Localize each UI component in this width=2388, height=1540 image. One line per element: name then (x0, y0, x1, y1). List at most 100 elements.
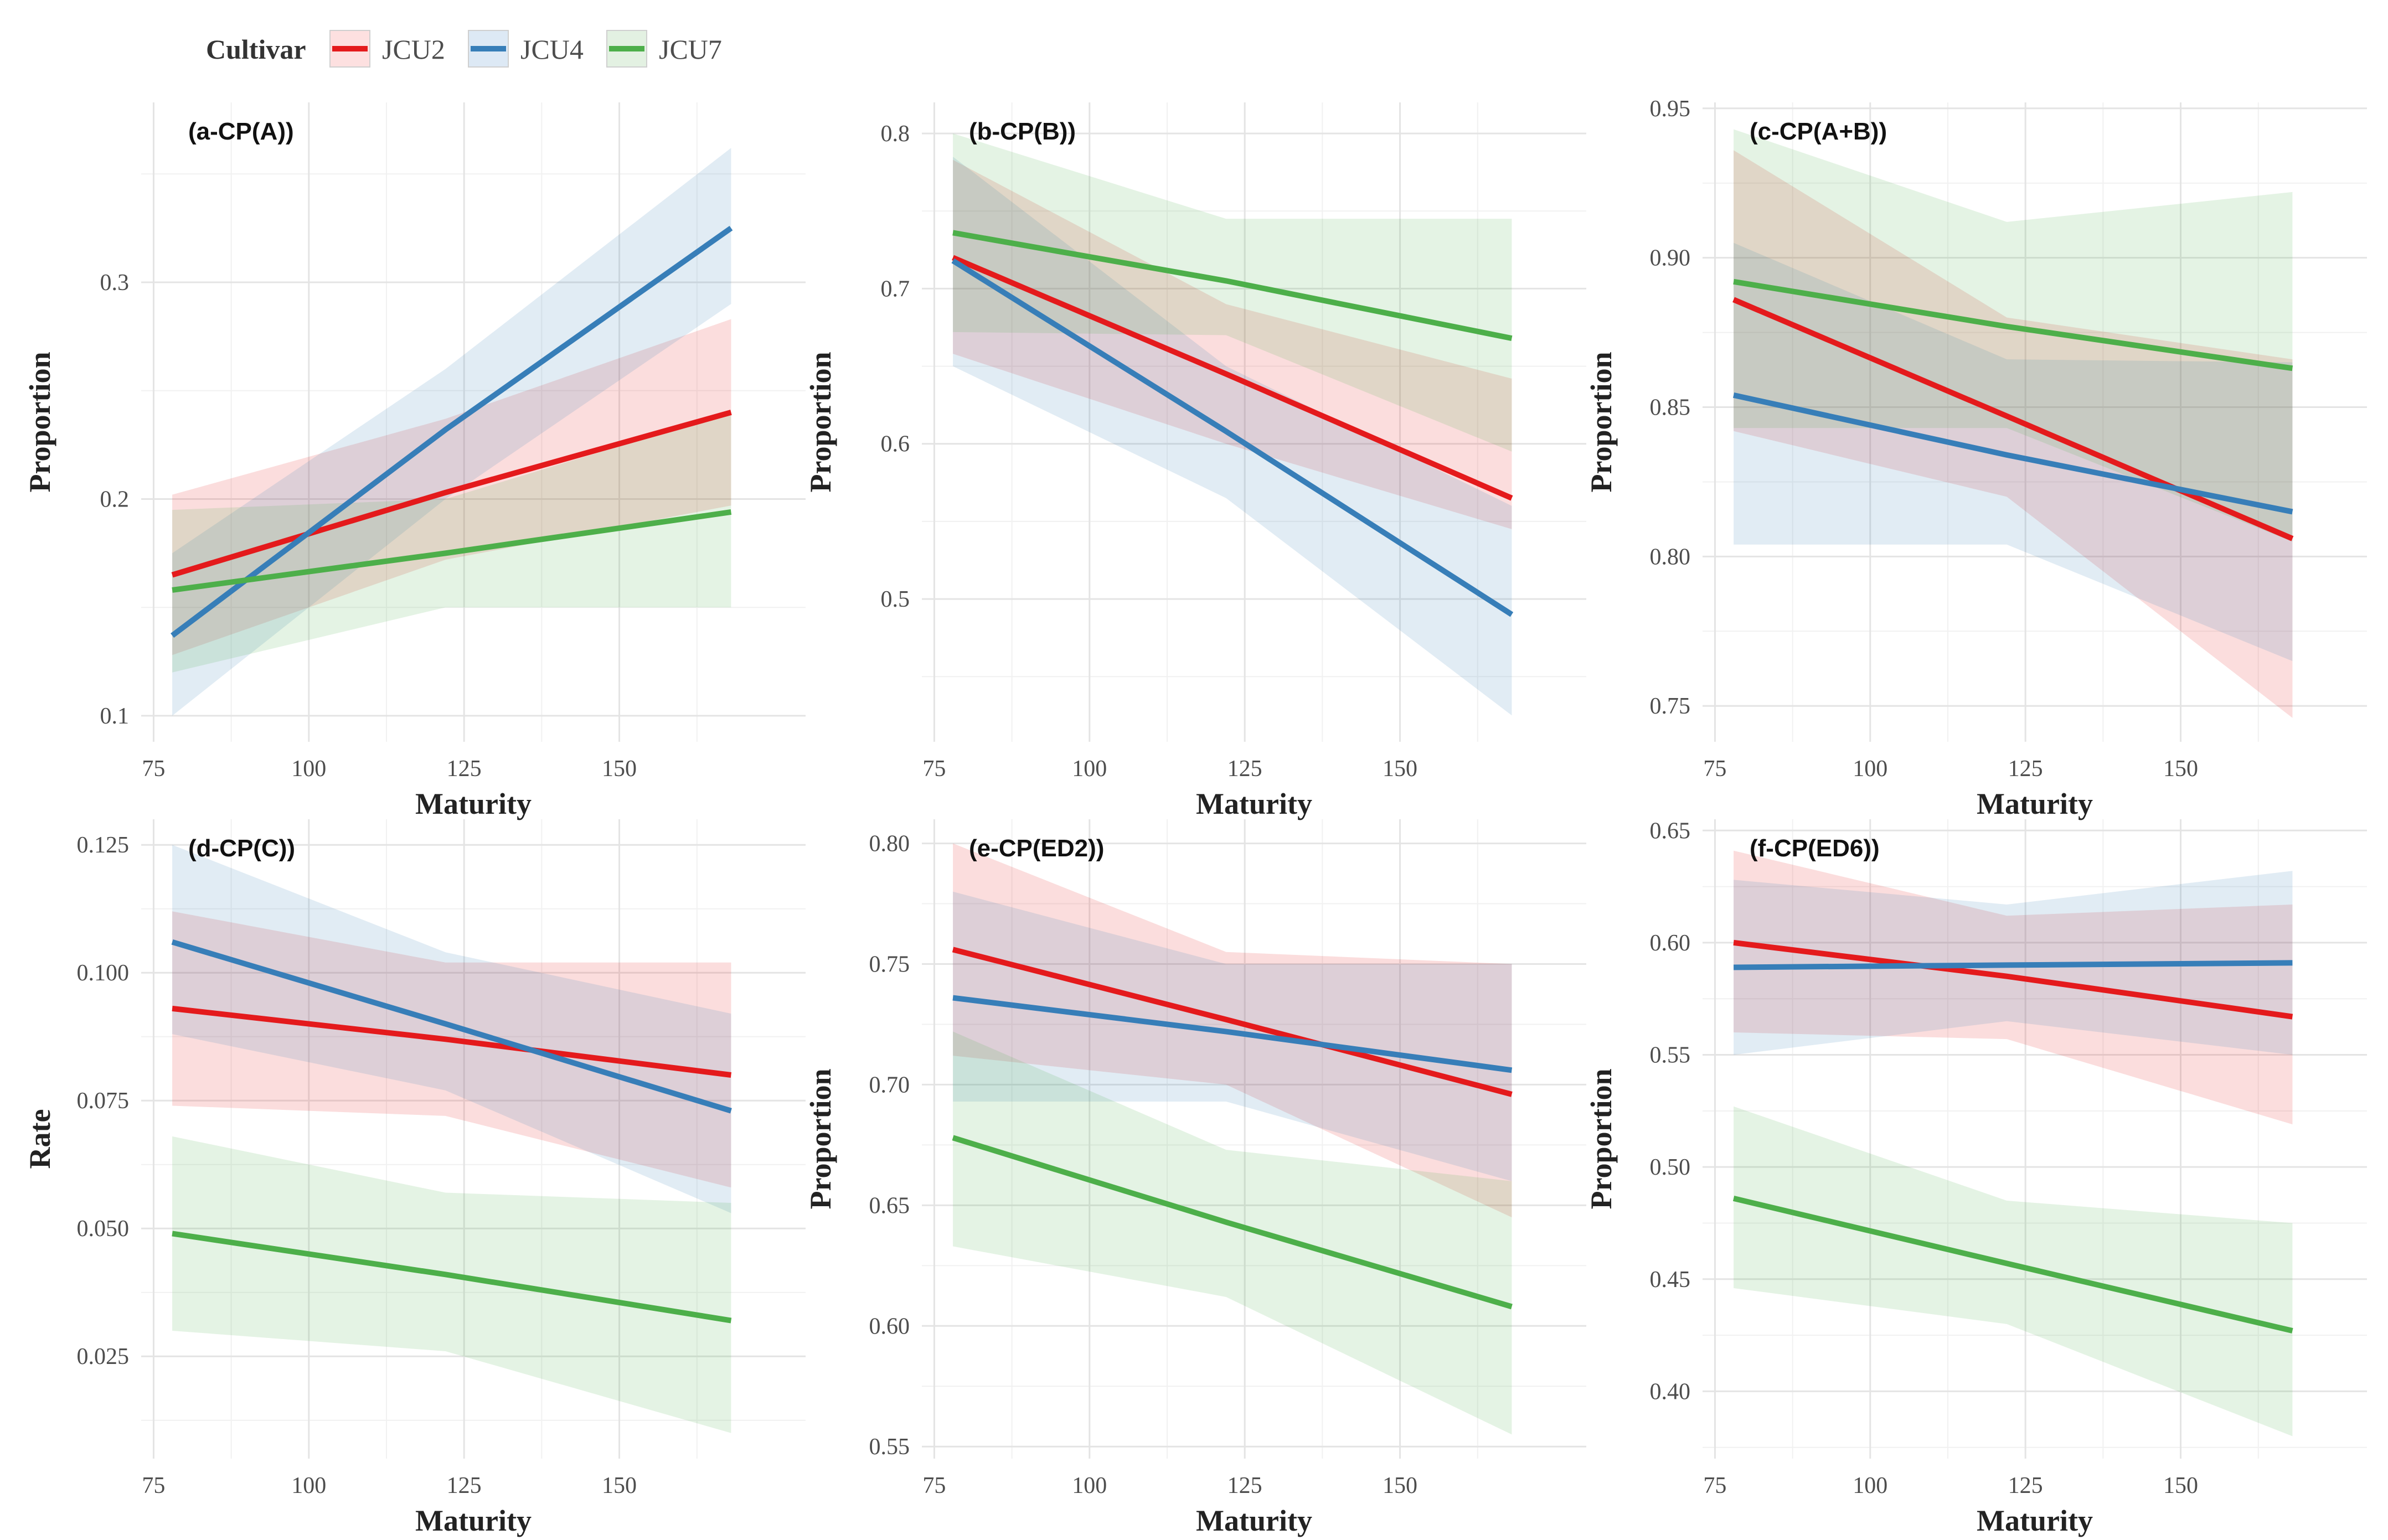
y-tick-label: 0.2 (100, 487, 130, 512)
y-tick-label: 0.55 (869, 1434, 910, 1460)
x-tick-label: 100 (291, 1473, 326, 1498)
legend: Cultivar JCU2 JCU4 JCU7 (206, 30, 722, 68)
y-tick-label: 0.050 (77, 1216, 130, 1242)
x-tick-label: 75 (1703, 1473, 1726, 1498)
y-axis-title: Proportion (804, 352, 837, 493)
panel-a: 75 100 125 150 0.1 0.2 0.3 Maturity Proportion (a… (23, 102, 806, 820)
confidence-band-jcu7 (953, 1031, 1512, 1435)
legend-label-jcu4: JCU4 (520, 34, 584, 65)
x-tick-label: 75 (1703, 756, 1726, 782)
confidence-band-jcu7 (1734, 1106, 2293, 1436)
panel-title: (a-CP(A)) (188, 118, 294, 145)
series-line-jcu7 (172, 1231, 732, 1324)
x-axis-title: Maturity (1977, 787, 2093, 820)
x-tick-label: 100 (1853, 1473, 1887, 1498)
legend-title: Cultivar (206, 34, 306, 65)
confidence-band-jcu4 (953, 891, 1512, 1181)
series-line-jcu2 (952, 255, 1513, 501)
series-line-jcu2 (171, 410, 732, 578)
x-tick-label: 150 (2163, 756, 2198, 782)
series-line-jcu2 (1733, 939, 2293, 1020)
y-tick-label: 0.025 (77, 1344, 130, 1370)
confidence-band-jcu7 (172, 1136, 731, 1433)
y-tick-label: 0.65 (1650, 818, 1691, 844)
legend-item-jcu2: JCU2 (329, 30, 445, 68)
series-line-jcu7 (172, 509, 732, 593)
series-line-jcu4 (171, 939, 732, 1114)
y-tick-label: 0.75 (869, 952, 910, 978)
y-tick-label: 0.5 (881, 587, 910, 612)
y-tick-label: 0.80 (1650, 544, 1691, 570)
series-line-jcu4 (171, 225, 733, 638)
legend-label-jcu2: JCU2 (382, 34, 445, 65)
x-tick-label: 75 (922, 1473, 946, 1498)
y-tick-label: 0.85 (1650, 395, 1691, 421)
y-tick-label: 0.50 (1650, 1155, 1691, 1180)
y-tick-label: 0.125 (77, 833, 130, 858)
confidence-band-jcu7 (1734, 129, 2293, 542)
series-line-jcu4 (952, 995, 1513, 1073)
y-tick-label: 0.80 (869, 831, 910, 857)
x-tick-label: 75 (922, 756, 946, 782)
legend-item-jcu7: JCU7 (606, 30, 722, 68)
panel-title: (f-CP(ED6)) (1750, 835, 1880, 862)
confidence-band-jcu7 (172, 412, 731, 673)
x-axis-title: Maturity (415, 1504, 532, 1537)
confidence-band-jcu2 (172, 911, 731, 1188)
series-line-jcu4 (1734, 960, 2293, 970)
y-tick-label: 0.60 (1650, 931, 1691, 956)
x-axis-title: Maturity (1977, 1504, 2093, 1537)
legend-label-jcu7: JCU7 (659, 34, 722, 65)
y-tick-label: 0.95 (1650, 96, 1691, 122)
series-line-jcu7 (952, 1135, 1513, 1310)
y-tick-label: 0.3 (100, 270, 130, 296)
series-line-jcu2 (952, 947, 1513, 1097)
x-tick-label: 125 (1227, 1473, 1262, 1498)
x-tick-label: 100 (1853, 756, 1887, 782)
panel-b: 75 100 125 150 0.5 0.6 0.7 0.8 Maturity Proportio… (804, 102, 1586, 820)
panel-d: 75 100 125 150 0.025 0.050 0.075 0.100 0.125 Matu… (23, 819, 806, 1537)
x-tick-label: 100 (291, 756, 326, 782)
x-tick-label: 125 (2008, 1473, 2043, 1498)
y-tick-label: 0.75 (1650, 694, 1691, 719)
y-tick-label: 0.7 (881, 276, 910, 302)
x-tick-label: 125 (447, 1473, 482, 1498)
series-line-jcu4 (951, 258, 1514, 617)
x-tick-label: 150 (602, 756, 637, 782)
panel-title: (d-CP(C)) (188, 835, 295, 862)
series-line-jcu7 (952, 230, 1513, 342)
y-tick-label: 0.55 (1650, 1043, 1691, 1068)
panel-title: (c-CP(A+B)) (1750, 118, 1887, 145)
y-axis-title: Proportion (1585, 352, 1618, 493)
y-tick-label: 0.075 (77, 1088, 130, 1114)
confidence-band-jcu2 (1734, 850, 2293, 1125)
panel-c: 75 100 125 150 0.75 0.80 0.85 0.90 0.95 Maturity P… (1585, 96, 2367, 820)
x-tick-label: 75 (142, 1473, 165, 1498)
x-axis-title: Maturity (1196, 1504, 1312, 1537)
y-axis-title: Proportion (1585, 1069, 1618, 1210)
panel-e: 75 100 125 150 0.55 0.60 0.65 0.70 0.75 0.80 Matur… (804, 819, 1586, 1537)
x-tick-label: 100 (1072, 756, 1107, 782)
series-line-jcu7 (1733, 278, 2293, 371)
confidence-band-jcu4 (172, 845, 731, 1213)
x-tick-label: 125 (2008, 756, 2043, 782)
confidence-band-jcu2 (1734, 150, 2293, 718)
series-line-jcu2 (1732, 297, 2294, 541)
series-line-jcu7 (1732, 1196, 2293, 1334)
y-axis-title: Proportion (23, 352, 56, 493)
y-axis-title: Rate (23, 1109, 56, 1169)
y-tick-label: 0.60 (869, 1314, 910, 1339)
y-axis-title: Proportion (804, 1069, 837, 1210)
confidence-band-jcu4 (1734, 242, 2293, 662)
panel-title: (b-CP(B)) (969, 118, 1076, 145)
x-tick-label: 100 (1072, 1473, 1107, 1498)
series-line-jcu4 (1733, 392, 2293, 515)
panel-title: (e-CP(ED2)) (969, 835, 1104, 862)
y-tick-label: 0.100 (77, 960, 130, 986)
x-tick-label: 125 (1227, 756, 1262, 782)
x-tick-label: 150 (1383, 756, 1417, 782)
x-tick-label: 75 (142, 756, 165, 782)
y-tick-label: 0.90 (1650, 246, 1691, 271)
y-tick-label: 0.8 (881, 121, 910, 147)
